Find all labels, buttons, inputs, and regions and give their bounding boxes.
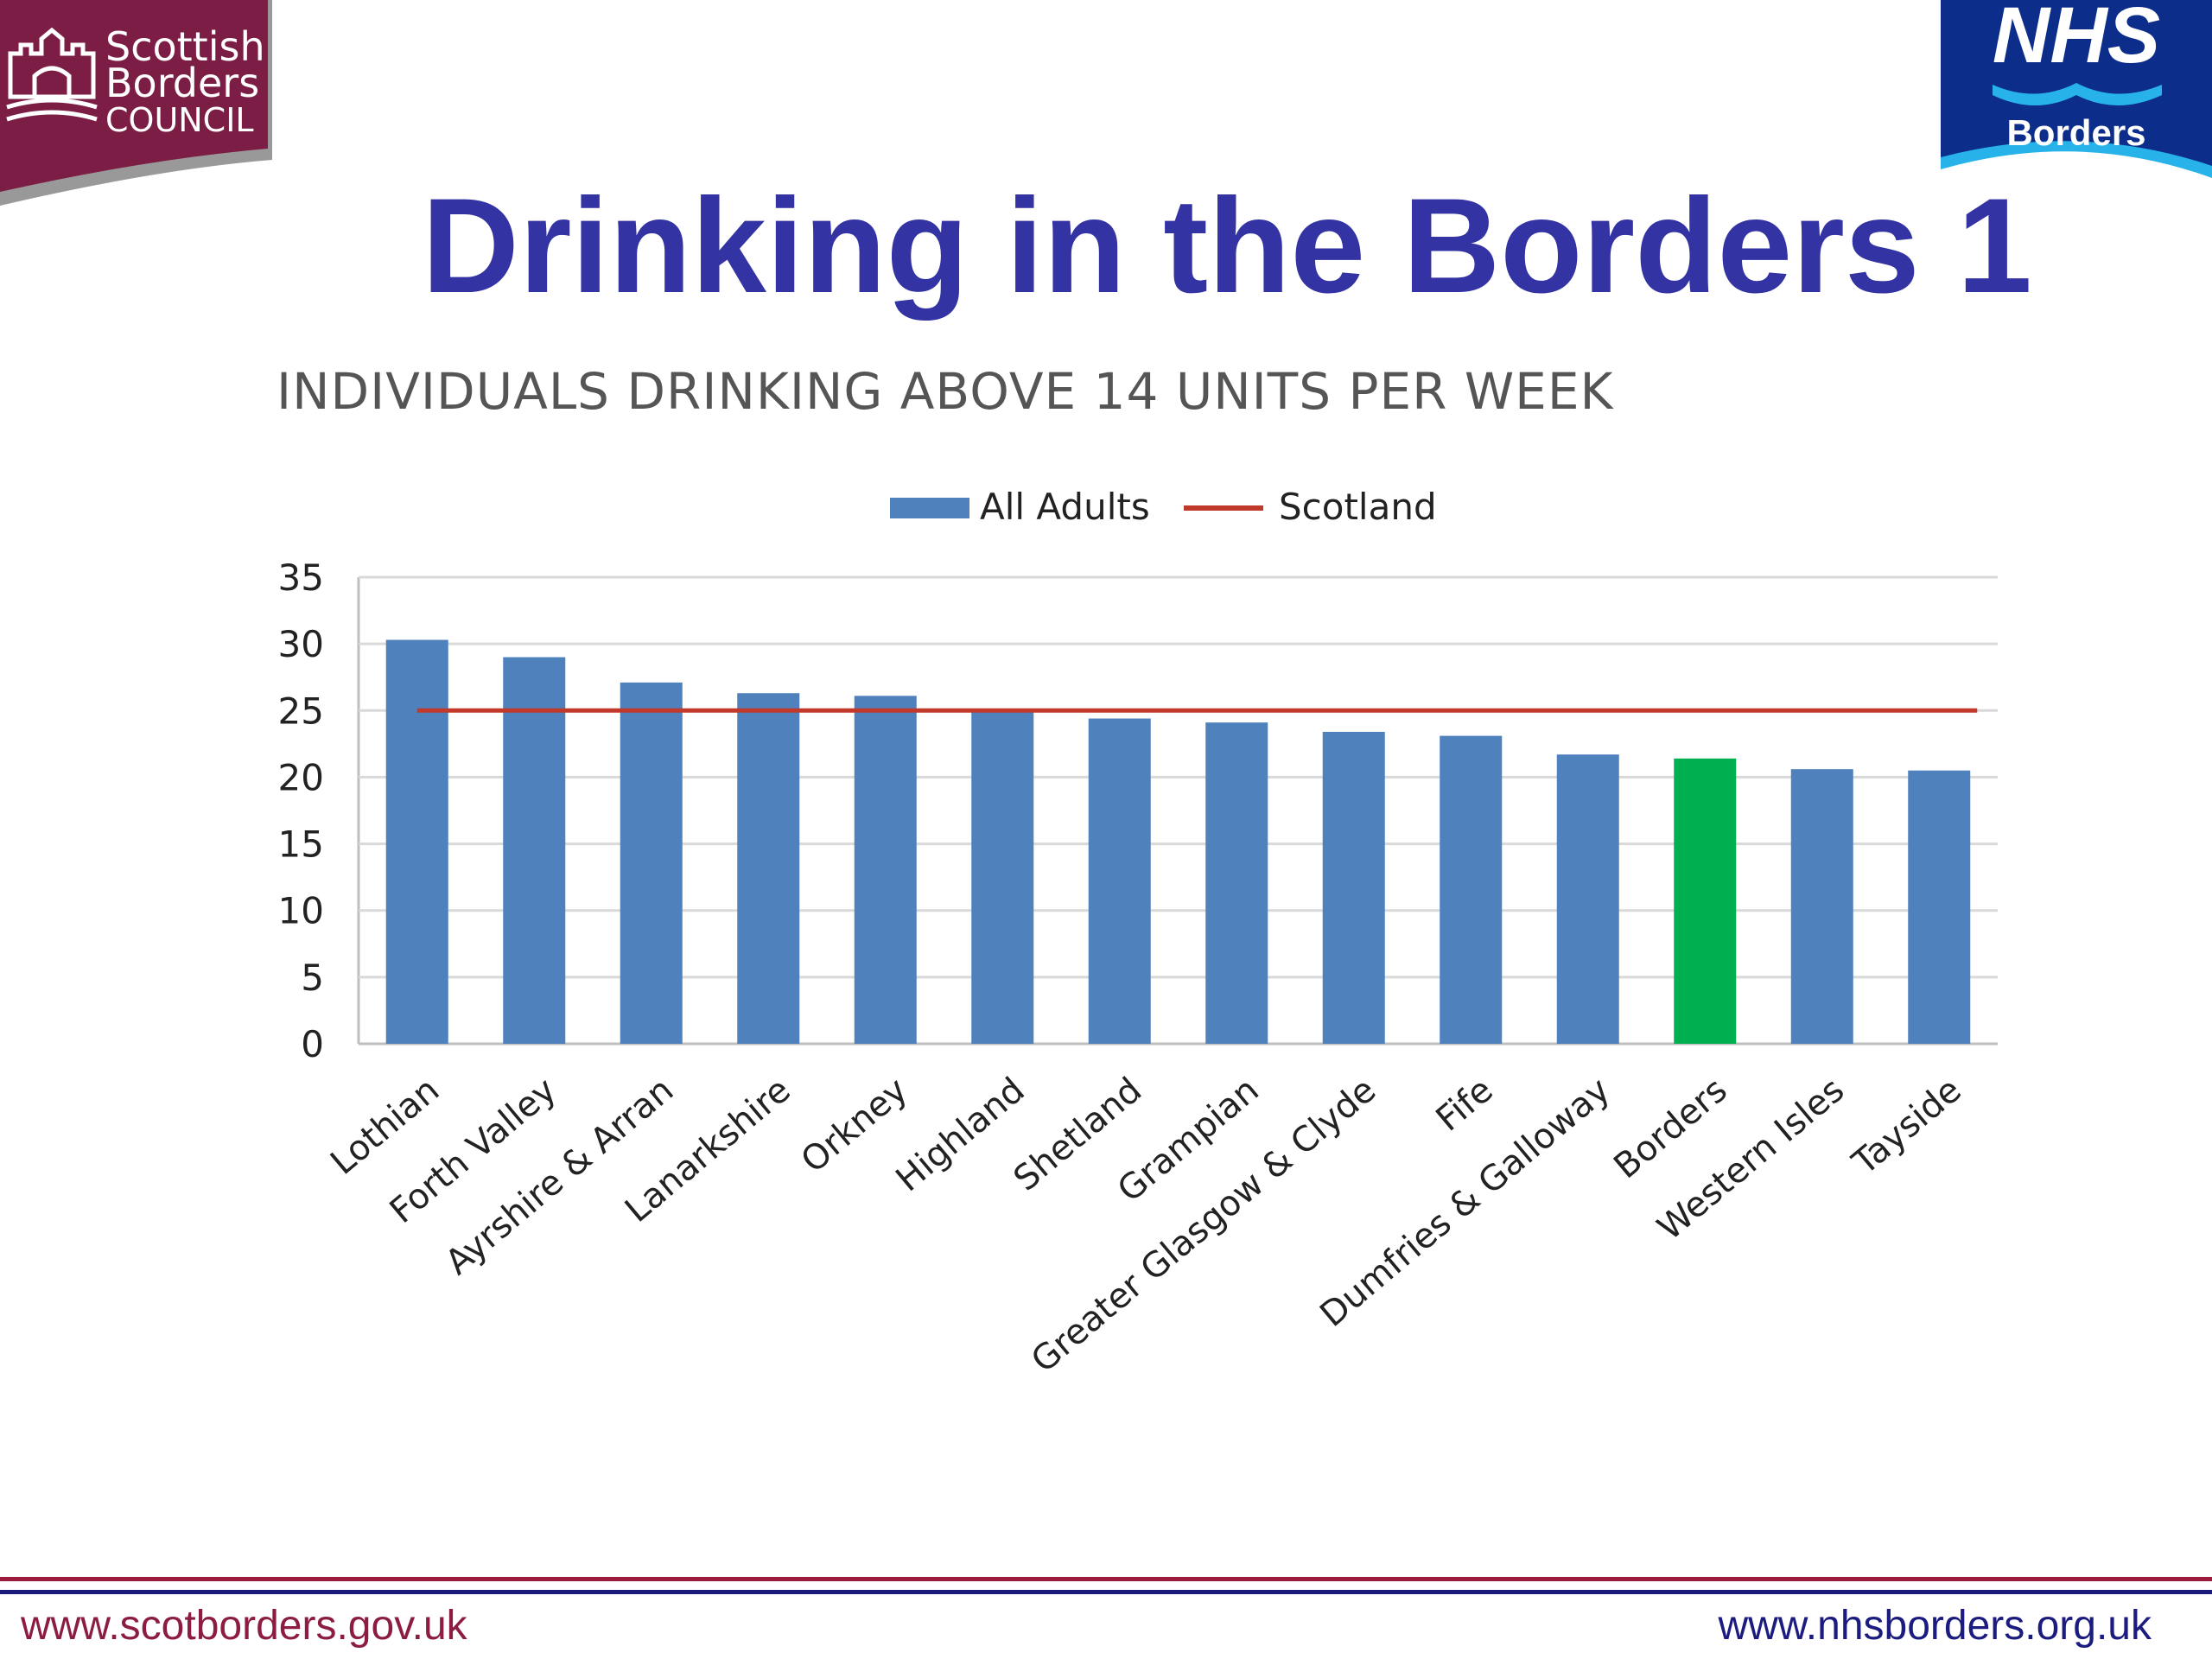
bar-orkney xyxy=(854,696,917,1044)
logo-background xyxy=(0,0,268,192)
gridlines xyxy=(357,575,1998,1046)
y-axis-ticks: 0 5 10 15 20 25 30 35 xyxy=(278,556,324,1065)
bar-western-isles xyxy=(1790,769,1853,1044)
bar-grampian xyxy=(1205,722,1268,1044)
bar-ayrshire-arran xyxy=(620,682,683,1044)
y-tick-label: 15 xyxy=(278,823,324,866)
bar-forth-valley xyxy=(503,657,566,1044)
logo-line-2: Borders xyxy=(105,60,259,106)
x-tick-label: Tayside xyxy=(1845,1070,1969,1183)
y-tick-label: 0 xyxy=(301,1023,324,1065)
y-tick-label: 25 xyxy=(278,690,324,732)
y-tick-label: 5 xyxy=(301,957,324,999)
bar-lothian xyxy=(385,639,448,1044)
scottish-borders-council-logo: Scottish Borders COUNCIL xyxy=(0,0,272,206)
bar-chart: All Adults Scotland 0 5 10 15 20 25 30 35 Lothi… xyxy=(278,486,1998,1381)
bar-lanarkshire xyxy=(737,693,800,1044)
bar-shetland xyxy=(1088,718,1151,1044)
logo-nhs: NHS xyxy=(1993,0,2160,79)
bar-greater-glasgow-clyde xyxy=(1322,731,1385,1044)
bar-dumfries-galloway xyxy=(1556,754,1619,1044)
nhs-borders-logo: NHS Borders xyxy=(1941,0,2212,178)
footer-rule-red xyxy=(0,1577,2212,1581)
y-tick-label: 10 xyxy=(278,890,324,932)
bar-fife xyxy=(1440,735,1503,1044)
x-tick-label: Highland xyxy=(889,1070,1033,1199)
bars xyxy=(385,639,1971,1044)
x-tick-label: Fife xyxy=(1429,1070,1501,1139)
slide-title: Drinking in the Borders 1 xyxy=(422,171,2032,321)
bar-highland xyxy=(971,709,1034,1044)
legend-label-scotland: Scotland xyxy=(1279,486,1437,528)
chart-title: INDIVIDUALS DRINKING ABOVE 14 UNITS PER … xyxy=(276,362,1614,421)
logo-line-3: COUNCIL xyxy=(105,101,254,139)
y-tick-label: 35 xyxy=(278,556,324,599)
logo-region: Borders xyxy=(2006,112,2145,153)
bar-tayside xyxy=(1908,770,1971,1044)
footer-link-scotborders[interactable]: www.scotborders.gov.uk xyxy=(21,1603,467,1649)
footer-link-nhsborders[interactable]: www.nhsborders.org.uk xyxy=(1718,1603,2152,1649)
y-tick-label: 20 xyxy=(278,756,324,798)
legend: All Adults Scotland xyxy=(890,486,1437,528)
castle-icon xyxy=(6,27,98,122)
legend-swatch-all-adults xyxy=(890,498,969,518)
y-tick-label: 30 xyxy=(278,623,324,665)
bar-borders xyxy=(1674,758,1737,1044)
footer-rule-blue xyxy=(0,1590,2212,1594)
legend-label-all-adults: All Adults xyxy=(980,486,1150,528)
wave-icon xyxy=(1993,83,2162,105)
logo-line-1: Scottish xyxy=(105,23,265,70)
